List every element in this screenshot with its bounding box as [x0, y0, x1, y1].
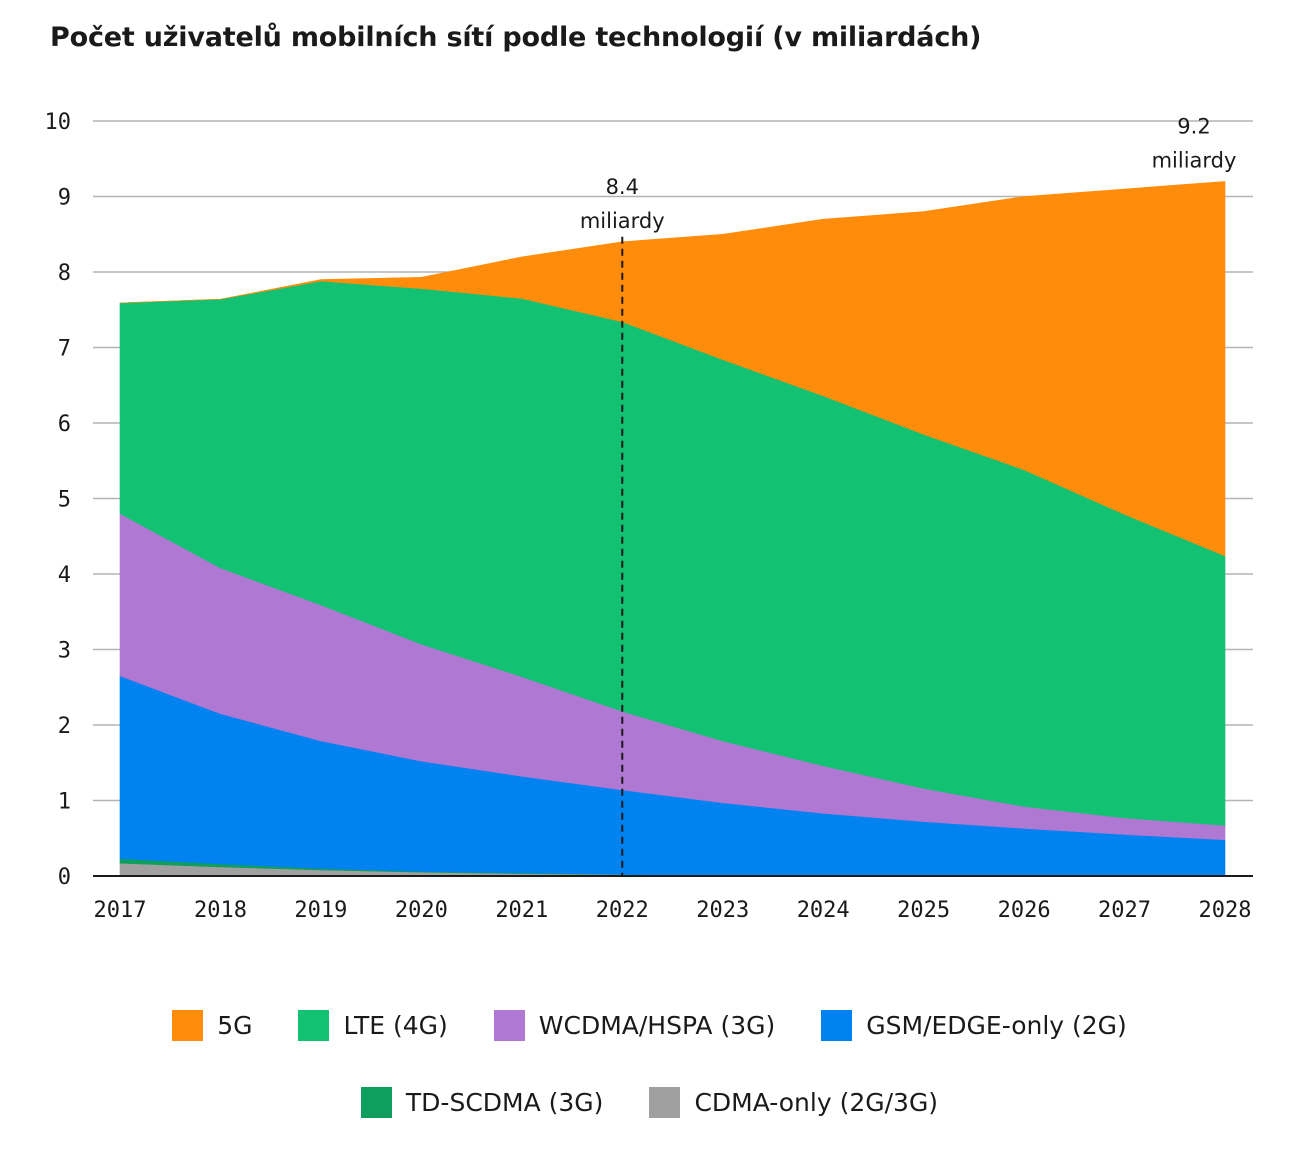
x-tick-label: 2020 [395, 898, 448, 923]
chart-title: Počet uživatelů mobilních sítí podle tec… [50, 22, 982, 53]
x-tick-label: 2019 [294, 898, 347, 923]
y-tick-label: 7 [58, 337, 71, 362]
y-tick-label: 0 [58, 865, 71, 890]
x-tick-label: 2028 [1199, 898, 1252, 923]
legend-item-lte-4g: LTE (4G) [298, 1009, 448, 1041]
legend-swatch [493, 1009, 525, 1041]
legend-item-gsm-edge-only-2g: GSM/EDGE-only (2G) [821, 1009, 1127, 1041]
y-tick-label: 4 [58, 563, 71, 588]
x-tick-label: 2025 [897, 898, 950, 923]
y-tick-label: 6 [58, 412, 71, 437]
y-tick-label: 8 [58, 261, 71, 286]
legend-label: WCDMA/HSPA (3G) [538, 1010, 776, 1040]
stacked-area-chart: 0 1 2 3 4 5 6 7 8 9 10 2017 2018 2019 2020 2021 2022 202… [45, 110, 1253, 923]
annotation-unit: miliardy [1152, 148, 1237, 172]
legend-item-cdma-only-2g-3g: CDMA-only (2G/3G) [649, 1086, 939, 1118]
x-tick-label: 2021 [495, 898, 548, 923]
y-tick-label: 10 [45, 110, 72, 135]
legend-item-5g: 5G [172, 1009, 253, 1041]
x-tick-label: 2018 [194, 898, 247, 923]
axes: 2017 2018 2019 2020 2021 2022 2023 2024 2025 2026… [93, 875, 1253, 923]
legend-swatch [172, 1009, 204, 1041]
legend-swatch [649, 1086, 681, 1118]
legend-row: TD-SCDMA (3G) CDMA-only (2G/3G) [0, 1077, 1299, 1127]
annotation-value: 8.4 [606, 175, 639, 199]
y-tick-label: 9 [58, 186, 71, 211]
x-tick-label: 2024 [797, 898, 850, 923]
x-tick-label: 2027 [1098, 898, 1151, 923]
y-tick-label: 2 [58, 714, 71, 739]
area-5g [119, 181, 1226, 557]
y-tick-label: 1 [58, 790, 71, 815]
legend-label: TD-SCDMA (3G) [405, 1087, 604, 1117]
x-tick-label: 2026 [998, 898, 1051, 923]
legend-swatch [821, 1009, 853, 1041]
x-tick-label: 2023 [696, 898, 749, 923]
x-tick-label: 2022 [596, 898, 649, 923]
legend-row: 5G LTE (4G) WCDMA/HSPA (3G) GSM/EDGE-only (… [0, 1000, 1299, 1050]
annotation-unit: miliardy [580, 209, 665, 233]
legend-label: LTE (4G) [343, 1010, 448, 1040]
y-tick-label: 3 [58, 639, 71, 664]
x-tick-label: 2017 [94, 898, 147, 923]
annotations: 8.4 miliardy 9.2 miliardy [580, 114, 1237, 876]
annotation-value: 9.2 [1177, 114, 1210, 138]
legend-item-td-scdma-3g: TD-SCDMA (3G) [360, 1086, 604, 1118]
legend: 5G LTE (4G) WCDMA/HSPA (3G) GSM/EDGE-only (… [0, 1000, 1299, 1154]
legend-label: CDMA-only (2G/3G) [694, 1087, 939, 1117]
legend-label: GSM/EDGE-only (2G) [866, 1010, 1127, 1040]
legend-swatch [360, 1086, 392, 1118]
y-tick-label: 5 [58, 488, 71, 513]
legend-item-wcdma-hspa-3g: WCDMA/HSPA (3G) [493, 1009, 776, 1041]
area-series [119, 181, 1226, 877]
legend-label: 5G [217, 1010, 253, 1040]
legend-swatch [298, 1009, 330, 1041]
